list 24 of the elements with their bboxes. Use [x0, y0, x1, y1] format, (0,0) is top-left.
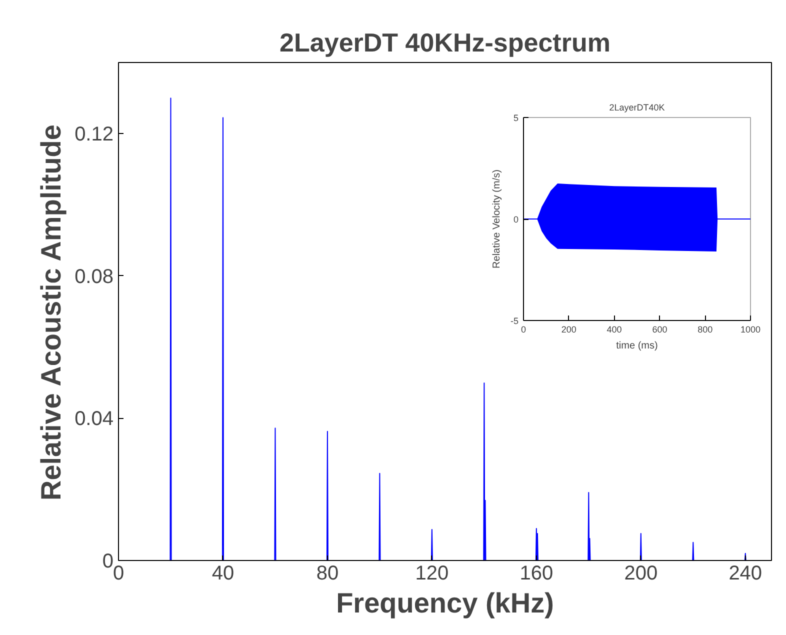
x-tick-label: 120 — [415, 562, 449, 584]
x-tick-label: 1000 — [740, 324, 761, 334]
y-tick-label: -5 — [510, 316, 519, 326]
y-tick-label: 5 — [513, 113, 519, 123]
y-tick-label: 0.04 — [74, 408, 114, 430]
x-axis-title: time (ms) — [616, 340, 658, 352]
x-tick-label: 200 — [561, 324, 576, 334]
y-tick-label: 0.12 — [74, 124, 114, 146]
x-tick-label: 400 — [606, 324, 622, 334]
chart-title: 2LayerDT 40KHz-spectrum — [280, 28, 610, 58]
x-tick-label: 0 — [520, 324, 526, 334]
chart-title: 2LayerDT40K — [609, 102, 665, 112]
x-axis-title: Frequency (kHz) — [336, 588, 554, 618]
x-tick-label: 80 — [316, 562, 339, 584]
x-tick-label: 160 — [520, 562, 554, 584]
y-tick-label: 0 — [513, 214, 519, 224]
x-tick-label: 200 — [624, 562, 658, 584]
x-tick-label: 800 — [698, 324, 713, 334]
y-axis-title: Relative Acoustic Amplitude — [36, 124, 67, 501]
y-tick-label: 0.08 — [74, 266, 114, 288]
x-tick-label: 600 — [652, 324, 668, 334]
x-tick-label: 240 — [728, 562, 762, 584]
x-tick-label: 40 — [212, 562, 234, 584]
y-axis-title: Relative Velocity (m/s) — [492, 170, 502, 268]
